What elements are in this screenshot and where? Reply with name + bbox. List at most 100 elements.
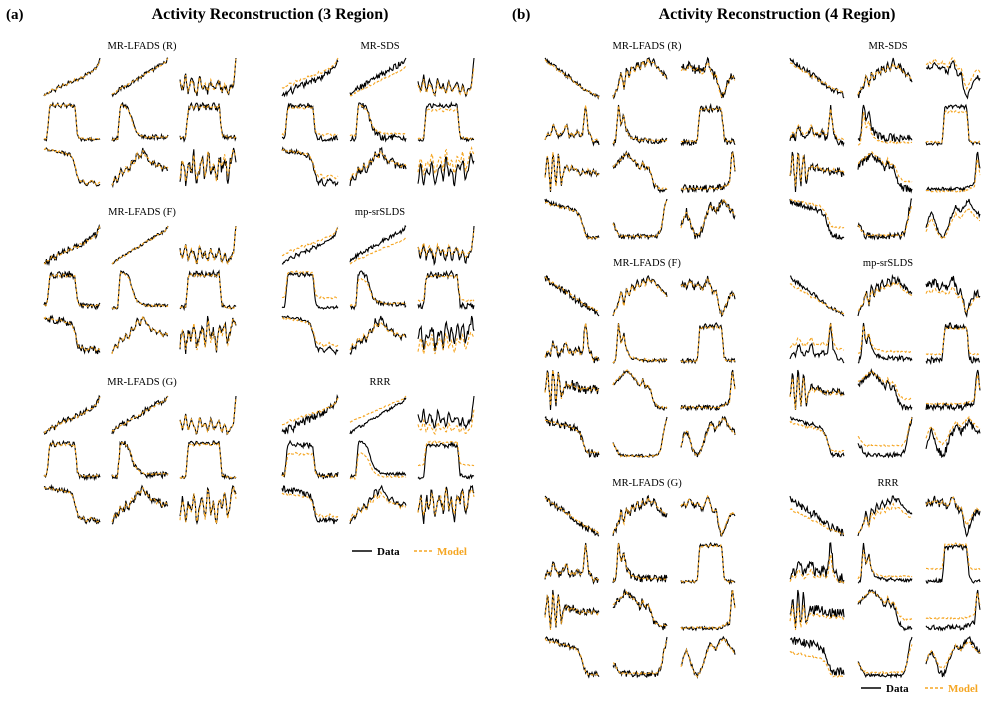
panel-b-mr-lfads-g-trace-2-2: [612, 542, 668, 584]
method-title-rrr: RRR: [877, 478, 898, 489]
data-series-line: [789, 495, 844, 537]
model-series-line: [857, 644, 913, 675]
panel-a-mp-srslds-trace-1-1: [281, 225, 339, 265]
panel-a-mr-sds-trace-2-1: [281, 102, 339, 142]
panel-a-mr-sds-trace-1-2: [349, 57, 407, 97]
data-series-line: [281, 271, 339, 310]
legend-a-model-label: Model: [437, 546, 467, 558]
data-series-line: [544, 415, 600, 458]
model-series-line: [417, 229, 475, 258]
model-series-line: [281, 148, 339, 180]
panel-b-mr-lfads-r-trace-3-1: [544, 151, 600, 193]
model-series-line: [111, 271, 169, 310]
panel-a-mr-lfads-r-trace-3-3: [179, 147, 237, 187]
method-title-mp-srslds: mp-srSLDS: [355, 207, 405, 218]
model-series-line: [349, 395, 407, 423]
model-series-line: [612, 57, 668, 98]
data-series-line: [544, 636, 600, 679]
model-series-line: [789, 650, 845, 678]
panel-b-mr-lfads-f-trace-3-1: [544, 369, 600, 411]
panel-a-mr-lfads-g-trace-2-3: [179, 440, 237, 480]
model-series-line: [111, 226, 169, 265]
model-series-line: [544, 151, 600, 191]
model-series-line: [417, 487, 475, 516]
model-series-line: [43, 316, 101, 353]
data-series-line: [417, 441, 475, 480]
data-series-line: [111, 316, 169, 354]
data-series-line: [111, 484, 169, 525]
panel-a-mr-lfads-g-trace-3-3: [179, 485, 237, 525]
model-series-line: [544, 638, 600, 677]
panel-a: (a) Activity Reconstruction (3 Region) M…: [6, 6, 467, 558]
panel-b-mr-lfads-g-trace-3-2: [612, 588, 668, 631]
panel-b-mr-lfads-r-trace-2-1: [544, 104, 600, 147]
data-series-line: [281, 439, 339, 480]
panel-b-rrr-trace-2-1: [789, 542, 845, 585]
panel-b-mr-lfads-f-trace-1-1: [544, 275, 600, 317]
data-series-line: [545, 323, 600, 364]
panel-b-mr-sds-trace-2-2: [857, 104, 913, 146]
panel-a-mr-lfads-r-trace-1-1: [43, 57, 101, 97]
model-series-line: [43, 103, 101, 141]
data-series-line: [857, 589, 913, 632]
panel-a-mr-sds-trace-3-2: [349, 146, 407, 187]
panel-b-mr-lfads-r-trace-4-3: [680, 197, 736, 240]
panel-b-mr-lfads-g-trace-1-2: [612, 494, 668, 537]
panel-b-mr-lfads-f-trace-3-2: [612, 369, 668, 411]
data-series-line: [281, 315, 339, 356]
model-series-line: [925, 415, 981, 446]
model-series-line: [925, 640, 981, 669]
panel-b-mp-srslds-trace-3-2: [857, 367, 913, 412]
panel-a-mr-sds-trace-2-2: [349, 102, 407, 143]
panel-a-mr-sds-trace-3-1: [281, 146, 339, 187]
model-series-line: [612, 418, 668, 458]
panel-b-rrr-trace-4-2: [857, 636, 913, 679]
panel-a-mr-lfads-r-trace-3-1: [43, 147, 101, 187]
model-series-line: [925, 208, 981, 240]
panel-b-mr-lfads-g-trace-2-3: [680, 541, 736, 585]
model-series-line: [417, 439, 475, 467]
panel-b-mr-lfads-r-trace-1-2: [612, 56, 668, 100]
model-series-line: [112, 104, 169, 141]
data-series-line: [857, 198, 913, 241]
panel-b-rrr-trace-1-3: [925, 495, 981, 538]
model-series-line: [43, 442, 101, 478]
model-series-line: [612, 276, 668, 315]
model-series-line: [544, 369, 600, 406]
model-series-line: [857, 280, 913, 312]
data-series-line: [857, 367, 913, 412]
model-series-line: [789, 554, 845, 584]
panel-a-rrr-trace-3-3: [417, 484, 475, 525]
panel-a-mr-lfads-g-trace-1-3: [179, 395, 237, 436]
model-series-line: [925, 374, 981, 406]
panel-a-mp-srslds-trace-1-3: [417, 225, 475, 267]
data-series-line: [349, 484, 407, 525]
panel-b-rrr-trace-4-3: [925, 635, 981, 678]
panel-a-mp-srslds-trace-2-3: [417, 269, 475, 310]
data-series-line: [612, 322, 668, 364]
panel-a-rrr-grid: [281, 394, 475, 525]
panel-b-mp-srslds-trace-2-1: [789, 322, 845, 364]
data-series-line: [43, 439, 101, 482]
panel-b-mr-lfads-r-grid: [544, 56, 736, 241]
model-series-line: [680, 416, 736, 457]
data-series-line: [349, 102, 407, 143]
panel-b-rrr-trace-1-2: [857, 495, 913, 537]
data-series-line: [680, 369, 736, 412]
model-series-line: [43, 225, 101, 265]
model-series-line: [925, 109, 981, 144]
legend-a-data-label: Data: [377, 546, 400, 558]
data-series-line: [789, 57, 845, 99]
data-series-line: [789, 198, 845, 241]
data-series-line: [857, 416, 913, 459]
data-series-line: [43, 101, 101, 143]
model-series-line: [544, 59, 600, 98]
data-series-line: [179, 485, 237, 525]
data-series-line: [417, 315, 475, 352]
model-series-line: [925, 286, 981, 313]
model-series-line: [349, 321, 407, 351]
model-series-line: [857, 369, 912, 401]
model-series-line: [789, 198, 845, 230]
model-series-line: [417, 107, 475, 140]
model-series-line: [545, 277, 600, 313]
